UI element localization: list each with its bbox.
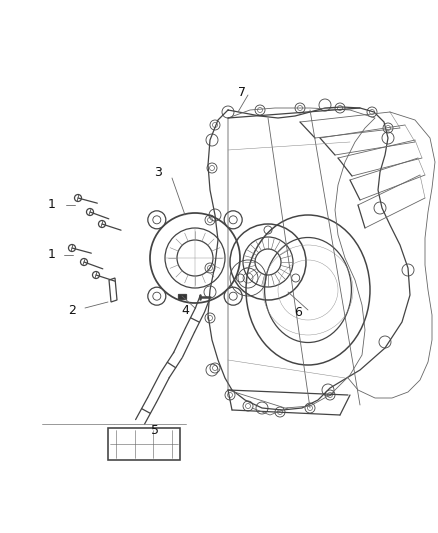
Text: 1: 1 [48,248,56,262]
Text: 5: 5 [151,424,159,437]
Text: 3: 3 [154,166,162,179]
Polygon shape [178,294,186,299]
Text: 2: 2 [68,303,76,317]
Text: 6: 6 [294,305,302,319]
Text: 4: 4 [181,303,189,317]
Text: 1: 1 [48,198,56,212]
Text: 7: 7 [238,85,246,99]
